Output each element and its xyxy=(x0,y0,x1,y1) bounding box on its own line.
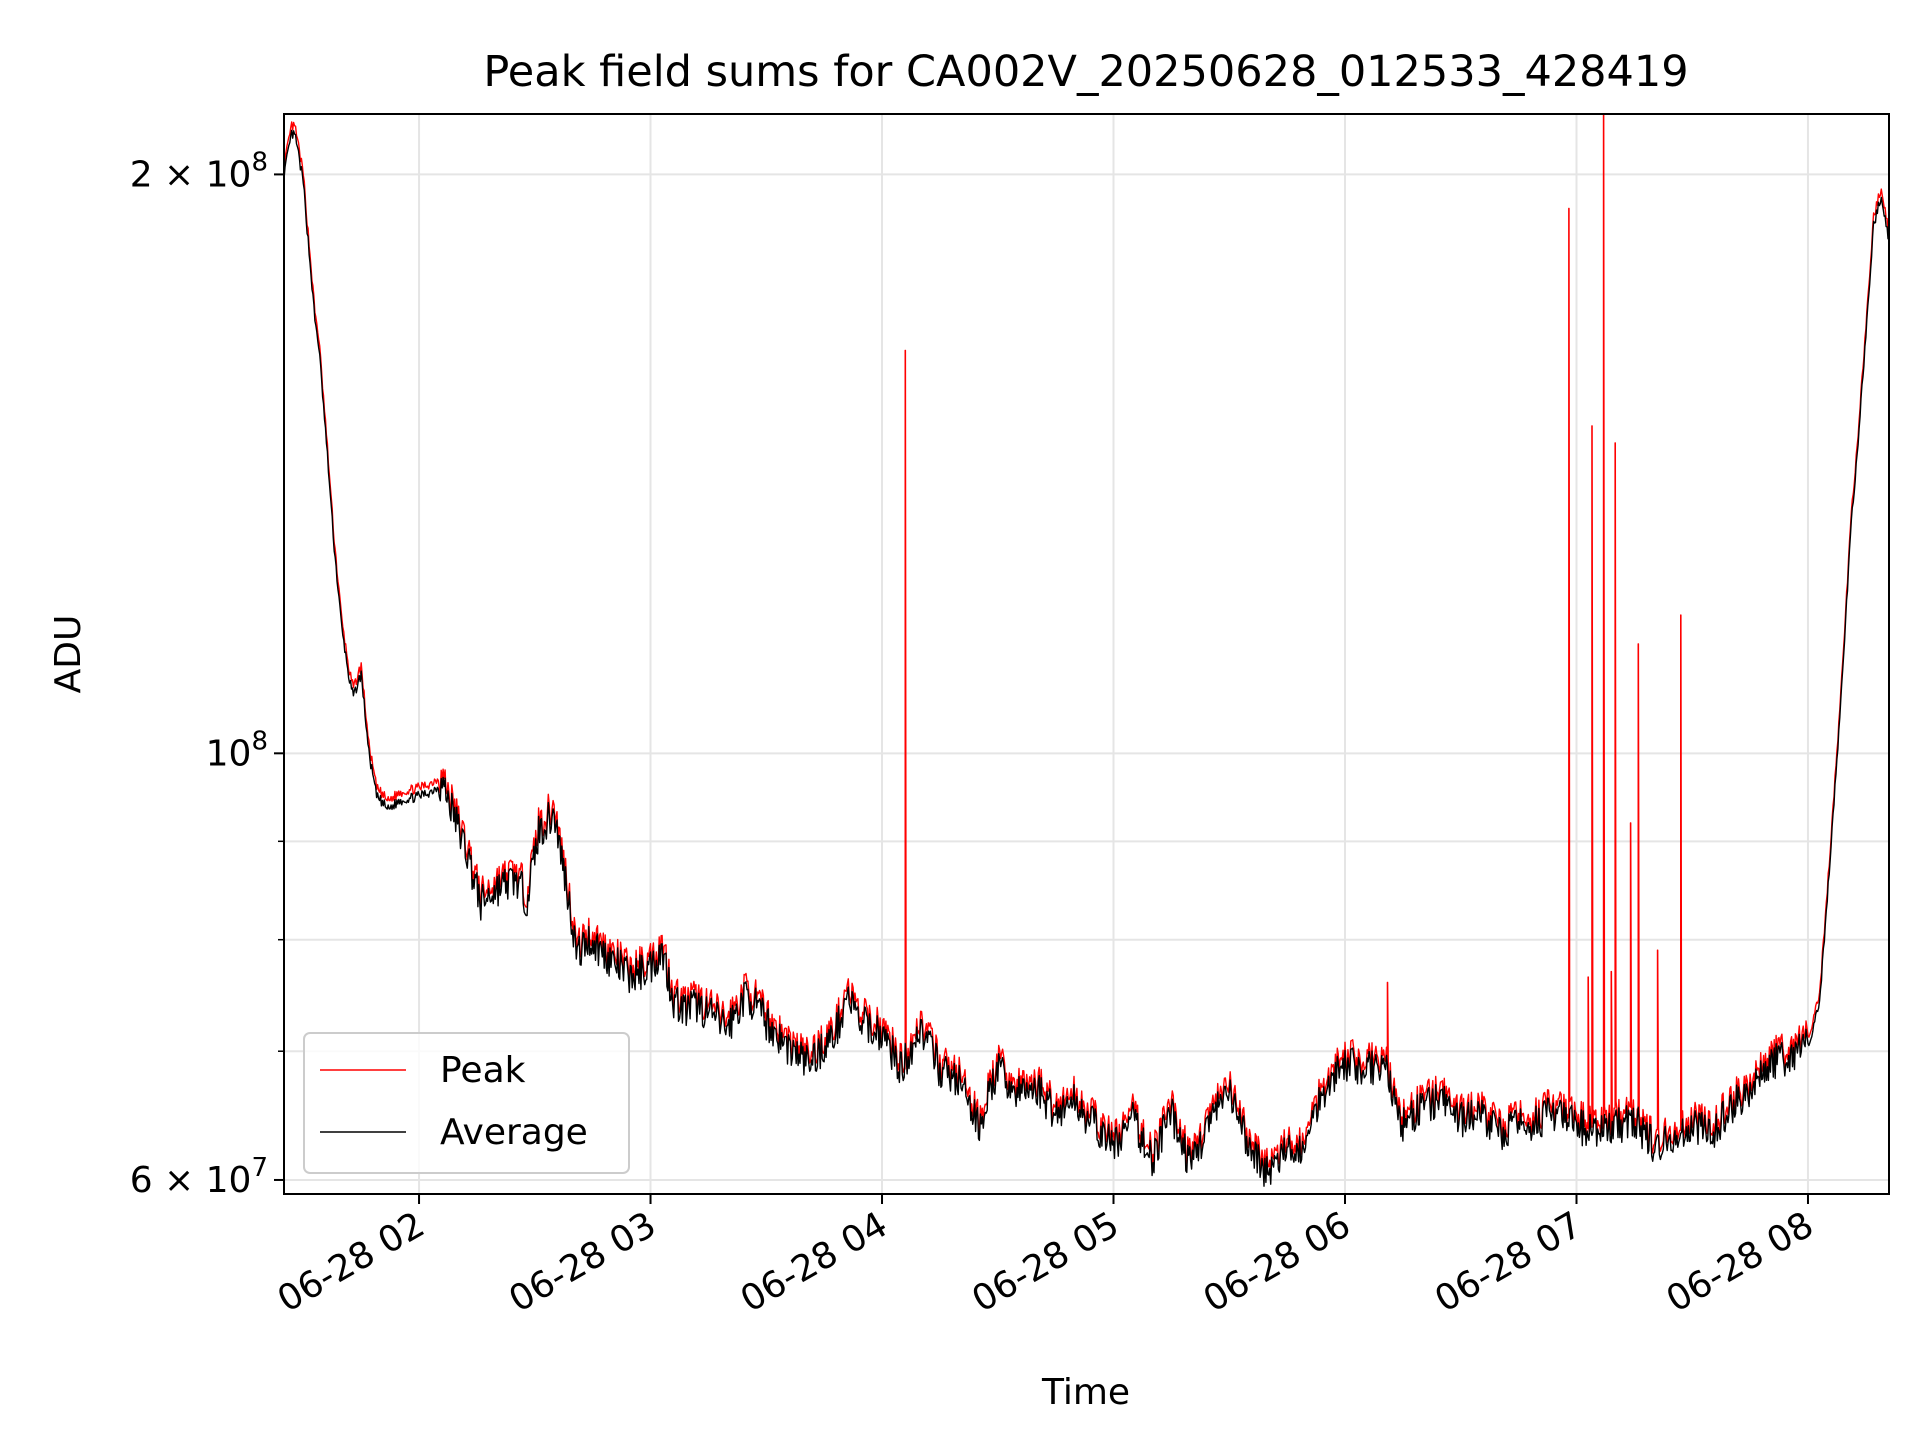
legend-box xyxy=(303,1032,630,1174)
legend-peak-label: Peak xyxy=(440,1050,526,1091)
plot-frame xyxy=(283,113,1890,1195)
legend: Peak Average xyxy=(303,1032,630,1174)
y-axis-label: ADU xyxy=(48,615,89,694)
y-tick-label: 108 xyxy=(206,726,268,774)
series-line-average xyxy=(283,129,1890,1187)
y-tick-label: 6 × 107 xyxy=(130,1153,268,1201)
legend-average-label: Average xyxy=(440,1112,588,1153)
series-layer xyxy=(283,113,1890,1187)
chart-title: Peak field sums for CA002V_20250628_0125… xyxy=(483,47,1688,97)
x-axis-label: Time xyxy=(1041,1372,1130,1413)
y-tick-label: 2 × 108 xyxy=(130,147,268,195)
